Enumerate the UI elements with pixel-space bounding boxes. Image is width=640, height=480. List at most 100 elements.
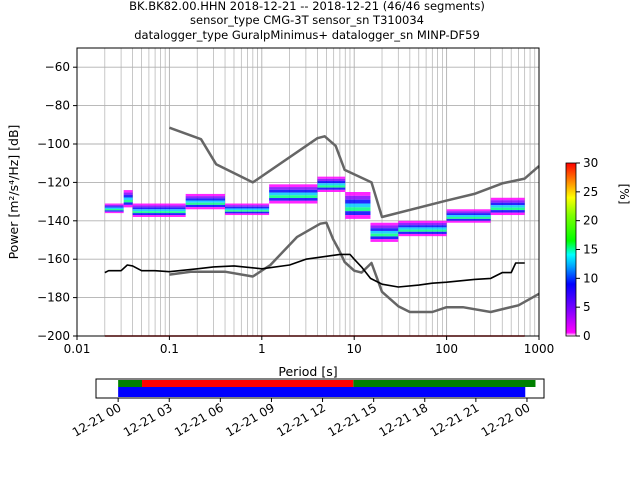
coverage-span — [353, 380, 536, 387]
psd-density-cell — [446, 209, 491, 212]
y-tick-label: −180 — [37, 291, 70, 305]
colorbar-tick-label: 0 — [583, 329, 591, 343]
time-tick-label: 12-21 15 — [325, 400, 379, 439]
x-tick-label: 1000 — [524, 342, 555, 356]
psd-density-cell — [490, 207, 525, 211]
psd-density-cell — [132, 209, 186, 212]
title-line-3: datalogger_type GuralpMinimus+ datalogge… — [134, 28, 480, 42]
y-axis-label: Power [m²/s⁴/Hz] [dB] — [6, 125, 21, 260]
psd-density-cell — [132, 203, 186, 206]
psd-density-cell — [185, 207, 226, 210]
psd-density-cell — [317, 176, 346, 179]
time-tick-label: 12-21 00 — [70, 400, 124, 439]
psd-density-cell — [132, 215, 186, 217]
psd-density-cell — [104, 209, 124, 211]
series-line — [168, 126, 540, 219]
psd-density-cell — [398, 225, 447, 228]
psd-density-cell — [225, 208, 270, 211]
psd-density-cell — [132, 211, 186, 214]
psd-density-cell — [398, 229, 447, 232]
psd-density-cell — [123, 192, 133, 196]
y-tick-label: −120 — [37, 175, 70, 189]
x-axis-ticks: 0.01 0.1 1 10 100 1000 — [64, 336, 555, 356]
colorbar-gradient — [565, 162, 577, 337]
x-tick-label: 0.01 — [64, 342, 91, 356]
psd-density-cell — [132, 207, 186, 210]
psd-density-cell — [269, 189, 318, 193]
coverage-span — [118, 380, 142, 387]
psd-density-cell — [225, 211, 270, 214]
psd-density-cell — [123, 197, 133, 200]
psd-density-cell — [104, 206, 124, 208]
psd-density-cell — [104, 211, 124, 214]
psd-density-cell — [123, 190, 133, 193]
colorbar-label: [%] — [617, 184, 631, 205]
psd-density-cell — [317, 183, 346, 186]
psd-density-cell — [370, 222, 399, 226]
psd-density-cell — [317, 178, 346, 182]
psd-density-cell — [446, 215, 491, 217]
y-tick-label: −80 — [45, 99, 70, 113]
psd-density-cell — [370, 236, 399, 240]
psd-density-cell — [370, 225, 399, 229]
y-tick-label: −100 — [37, 137, 70, 151]
psd-density-cell — [370, 230, 399, 234]
psd-density-cell — [185, 200, 226, 203]
colorbar-tick-label: 15 — [583, 243, 598, 257]
psd-density-cell — [269, 198, 318, 201]
psd-density-cell — [269, 184, 318, 188]
x-tick-label: 100 — [435, 342, 458, 356]
psd-density-cell — [132, 213, 186, 216]
psd-density-cloud — [104, 176, 525, 242]
colorbar-ticks: 0 5 10 15 20 25 30 — [576, 156, 598, 343]
psd-density-cell — [225, 206, 270, 209]
y-tick-label: −60 — [45, 60, 70, 74]
y-tick-label: −200 — [37, 329, 70, 343]
psd-density-cell — [446, 218, 491, 221]
time-tick-label: 12-22 00 — [479, 400, 533, 439]
psd-density-cell — [398, 220, 447, 223]
psd-density-cell — [446, 211, 491, 214]
title-line-2: sensor_type CMG-3T sensor_sn T310034 — [190, 13, 424, 27]
psd-density-cell — [317, 189, 346, 192]
y-tick-label: −160 — [37, 252, 70, 266]
psd-density-cell — [185, 202, 226, 205]
psd-density-cell — [185, 193, 226, 197]
x-axis-label: Period [s] — [278, 364, 337, 379]
psd-density-cell — [345, 192, 371, 196]
time-tick-label: 12-21 06 — [172, 400, 226, 439]
psd-density-cell — [269, 200, 318, 204]
psd-density-cell — [446, 213, 491, 216]
colorbar: 0 5 10 15 20 25 30 [%] — [565, 156, 631, 343]
psd-density-cell — [132, 205, 186, 208]
psd-density-cell — [345, 207, 371, 212]
coverage-span — [141, 380, 354, 387]
plot-frame — [76, 47, 540, 337]
psd-density-cell — [225, 210, 270, 212]
colorbar-tick-label: 20 — [583, 214, 598, 228]
psd-density-cell — [370, 228, 399, 231]
y-tick-label: −140 — [37, 214, 70, 228]
psd-density-cell — [123, 199, 133, 203]
time-tick-label: 12-21 03 — [121, 400, 175, 439]
psd-density-cell — [370, 233, 399, 237]
psd-density-cell — [490, 212, 525, 216]
psd-density-cell — [446, 220, 491, 223]
coverage-spans — [118, 380, 536, 397]
coverage-span — [118, 387, 526, 397]
psd-density-cell — [123, 195, 133, 198]
psd-density-cell — [185, 204, 226, 208]
psd-density-cell — [185, 198, 226, 201]
psd-density-cell — [490, 210, 525, 213]
x-tick-label: 10 — [347, 342, 362, 356]
time-tick-label: 12-21 21 — [428, 400, 482, 439]
colorbar-tick-label: 10 — [583, 271, 598, 285]
psd-density-cell — [490, 202, 525, 206]
psd-density-cell — [317, 181, 346, 184]
psd-density-cell — [345, 195, 371, 200]
series-lines — [104, 126, 540, 337]
psd-density-cell — [446, 216, 491, 219]
psd-density-cell — [104, 207, 124, 210]
